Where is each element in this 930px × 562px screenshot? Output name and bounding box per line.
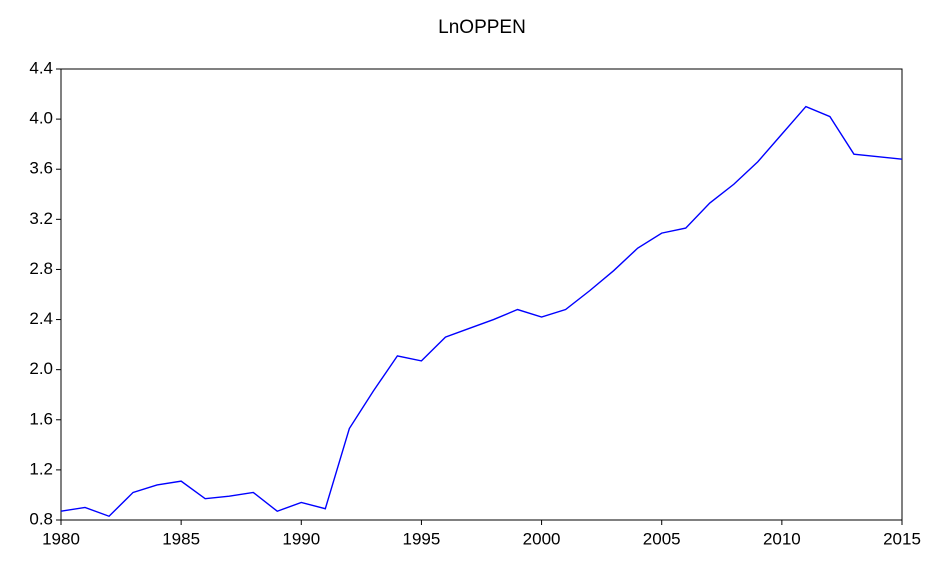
y-tick-label: 4.0: [29, 109, 53, 128]
x-tick-label: 1980: [42, 529, 80, 548]
x-tick-label: 2010: [763, 529, 801, 548]
y-tick-label: 3.6: [29, 159, 53, 178]
x-tick-label: 2000: [523, 529, 561, 548]
x-tick-label: 2015: [883, 529, 921, 548]
y-tick-label: 2.8: [29, 259, 53, 278]
y-tick-label: 0.8: [29, 509, 53, 528]
y-tick-label: 2.4: [29, 309, 53, 328]
y-tick-label: 1.2: [29, 459, 53, 478]
data-line: [60, 105, 903, 518]
y-tick-label: 2.0: [29, 359, 53, 378]
x-tick-label: 1985: [162, 529, 200, 548]
x-tick-label: 1995: [403, 529, 441, 548]
chart-title: LnOPPEN: [438, 17, 526, 38]
x-tick-label: 1990: [282, 529, 320, 548]
y-tick-label: 4.4: [29, 58, 53, 77]
x-tick-label: 2005: [643, 529, 681, 548]
plot-frame: [60, 68, 903, 521]
y-tick-label: 3.2: [29, 209, 53, 228]
y-tick-label: 1.6: [29, 409, 53, 428]
